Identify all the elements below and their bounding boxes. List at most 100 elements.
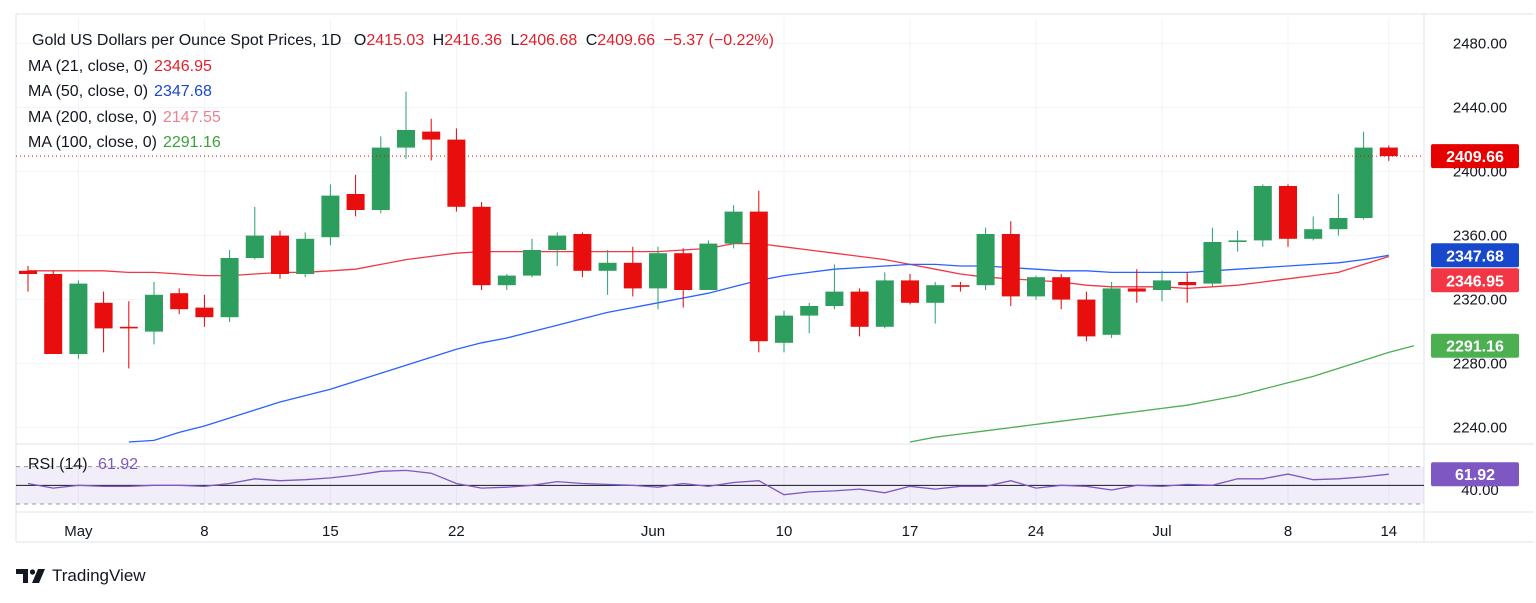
close-value: 2409.66 xyxy=(597,32,656,49)
candle xyxy=(699,240,718,290)
rsi-level-label: 40.00 xyxy=(1461,482,1499,499)
candle xyxy=(195,294,214,327)
candle xyxy=(976,227,995,290)
candle xyxy=(296,232,315,278)
candle-body xyxy=(1253,186,1272,241)
x-tick-label: Jul xyxy=(1152,523,1171,540)
candle-body xyxy=(497,275,516,286)
candle xyxy=(1354,131,1373,220)
candle-body xyxy=(1127,288,1146,292)
tradingview-logo[interactable]: TradingView xyxy=(16,564,146,588)
candle-body xyxy=(472,206,491,286)
candle-body xyxy=(170,293,189,310)
symbol-row: Gold US Dollars per Ounce Spot Prices, 1… xyxy=(28,28,774,54)
candle xyxy=(951,282,970,292)
indicator-value: 2147.55 xyxy=(162,108,221,126)
candle-body xyxy=(1379,147,1398,157)
candle xyxy=(1304,216,1323,241)
candle-body xyxy=(649,253,667,289)
indicator-ma21[interactable]: MA (21, close, 0) 2346.95 xyxy=(28,54,774,80)
candle xyxy=(775,310,793,353)
candle xyxy=(1203,227,1222,287)
candle-body xyxy=(1228,240,1247,242)
x-tick-label: Jun xyxy=(641,523,665,540)
candle-body xyxy=(1102,288,1121,335)
ma-line xyxy=(909,345,1415,443)
axis-label-text: 2409.66 xyxy=(1446,149,1504,166)
candle-body xyxy=(875,280,894,327)
open-value: 2415.03 xyxy=(366,32,425,49)
candle xyxy=(145,282,163,345)
candle xyxy=(1253,184,1272,247)
indicator-value: 2347.68 xyxy=(154,83,212,101)
time-axis: May 8 15 22 Jun 10 17 24 Jul 8 14 xyxy=(64,523,1397,540)
candle-body xyxy=(195,307,214,318)
rsi-value-label: 61.92 xyxy=(1431,462,1519,487)
indicator-ma200[interactable]: MA (200, close, 0) 2147.55 xyxy=(28,105,774,131)
candle-body xyxy=(422,131,441,140)
candle-body xyxy=(1329,218,1348,230)
rsi-line xyxy=(27,469,1389,496)
symbol-title: Gold US Dollars per Ounce Spot Prices, 1… xyxy=(32,32,342,49)
candle xyxy=(1228,230,1247,252)
candle-body xyxy=(1052,277,1071,300)
candle xyxy=(674,248,693,308)
candle-body xyxy=(1304,229,1323,239)
candle-body xyxy=(1027,277,1045,297)
candle-body xyxy=(19,270,37,274)
candle-body xyxy=(119,326,138,329)
indicator-value: 2291.16 xyxy=(162,134,221,152)
candle-body xyxy=(94,302,113,329)
axis-label-text: 2291.16 xyxy=(1446,339,1504,356)
candle xyxy=(1379,145,1398,161)
candle-body xyxy=(44,274,63,354)
candle-body xyxy=(245,235,264,258)
candle-body xyxy=(1178,282,1197,286)
close-label: C xyxy=(585,32,598,49)
brand-name: TradingView xyxy=(52,566,146,585)
candle-body xyxy=(1279,186,1297,239)
candle-body xyxy=(69,283,88,354)
candle xyxy=(422,118,441,161)
candle xyxy=(875,272,894,329)
candle xyxy=(1178,272,1197,303)
candle xyxy=(1329,194,1348,236)
candle xyxy=(623,246,642,297)
candle xyxy=(1279,184,1297,247)
candle xyxy=(523,238,541,278)
low-label: L xyxy=(510,32,520,49)
ma-value-label: 2347.68 xyxy=(1431,243,1519,268)
candle-body xyxy=(145,294,163,332)
candle-body xyxy=(371,147,390,210)
candle xyxy=(170,288,189,314)
candle xyxy=(346,174,365,217)
x-tick-label: 8 xyxy=(1284,523,1292,540)
high-label: H xyxy=(432,32,445,49)
candle xyxy=(69,280,88,359)
candle-body xyxy=(346,194,365,210)
rsi-legend[interactable]: RSI (14) 61.92 xyxy=(28,456,138,474)
candle xyxy=(472,202,491,290)
x-tick-label: 22 xyxy=(448,523,465,540)
tradingview-icon xyxy=(16,569,45,583)
candle xyxy=(371,136,390,214)
candle xyxy=(19,266,37,292)
candle xyxy=(220,250,239,322)
candle-body xyxy=(699,243,718,290)
y-tick-label: 2440.00 xyxy=(1453,100,1507,117)
candle xyxy=(573,232,592,278)
axis-label-text: 2347.68 xyxy=(1446,248,1504,265)
candle xyxy=(724,205,743,249)
indicator-ma100[interactable]: MA (100, close, 0) 2291.16 xyxy=(28,130,774,156)
x-tick-label: 15 xyxy=(322,523,339,540)
candle-body xyxy=(1354,147,1373,218)
candle xyxy=(1052,274,1071,310)
indicator-ma50[interactable]: MA (50, close, 0) 2347.68 xyxy=(28,79,774,105)
candle-body xyxy=(1077,299,1096,337)
candle-body xyxy=(926,285,945,303)
y-tick-label: 2280.00 xyxy=(1453,356,1507,373)
candle-body xyxy=(951,285,970,287)
ma-value-label: 2291.16 xyxy=(1431,333,1519,358)
x-tick-label: 17 xyxy=(902,523,919,540)
